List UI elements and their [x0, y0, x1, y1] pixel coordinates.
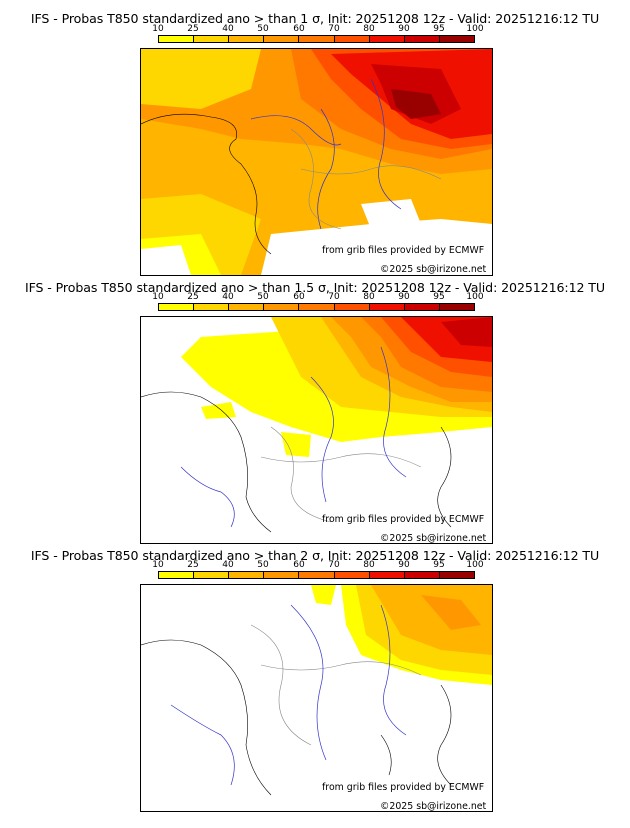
colorbar-swatches — [158, 571, 475, 579]
colorbar-labels: 10 25 40 50 60 70 80 90 95 100 — [152, 24, 483, 35]
colorbar-label: 70 — [328, 292, 340, 302]
panel-title: IFS - Probas T850 standardized ano > tha… — [24, 280, 606, 295]
map-canvas — [141, 49, 492, 275]
map-canvas — [141, 585, 492, 811]
colorbar-label: 90 — [398, 292, 410, 302]
colorbar-label: 50 — [257, 292, 269, 302]
colorbar-swatch — [229, 304, 265, 310]
colorbar-label: 60 — [293, 560, 305, 570]
colorbar-label: 10 — [152, 560, 164, 570]
colorbar-swatch — [369, 572, 405, 578]
colorbar-swatch — [439, 304, 474, 310]
colorbar-swatch — [369, 304, 405, 310]
colorbar-label: 50 — [257, 24, 269, 34]
colorbar-label: 40 — [222, 292, 234, 302]
colorbar-swatch — [264, 36, 300, 42]
colorbar-swatch — [299, 36, 335, 42]
colorbar-label: 10 — [152, 24, 164, 34]
colorbar-swatch — [194, 36, 230, 42]
colorbar-label: 80 — [363, 292, 375, 302]
colorbar-labels: 10 25 40 50 60 70 80 90 95 100 — [152, 292, 483, 303]
colorbar-swatch — [159, 36, 195, 42]
colorbar-label: 25 — [187, 560, 199, 570]
colorbar-label: 80 — [363, 24, 375, 34]
data-source-credit: from grib files provided by ECMWF — [322, 514, 485, 525]
colorbar-labels: 10 25 40 50 60 70 80 90 95 100 — [152, 560, 483, 571]
probability-map — [140, 316, 493, 544]
panel-title: IFS - Probas T850 standardized ano > tha… — [30, 548, 600, 563]
colorbar-label: 40 — [222, 24, 234, 34]
colorbar-swatches — [158, 303, 475, 311]
colorbar-swatch — [194, 572, 230, 578]
colorbar-label: 70 — [328, 560, 340, 570]
colorbar-label: 95 — [433, 560, 445, 570]
colorbar-label: 95 — [433, 24, 445, 34]
colorbar-swatch — [439, 36, 474, 42]
copyright-credit: ©2025 sb@irizone.net — [380, 533, 487, 544]
copyright-credit: ©2025 sb@irizone.net — [380, 264, 487, 275]
colorbar-label: 100 — [466, 560, 484, 570]
panel-title: IFS - Probas T850 standardized ano > tha… — [30, 11, 600, 26]
colorbar-label: 90 — [398, 560, 410, 570]
colorbar-swatch — [299, 304, 335, 310]
colorbar-label: 100 — [466, 292, 484, 302]
colorbar-swatch — [159, 572, 195, 578]
colorbar-swatch — [404, 304, 440, 310]
colorbar-swatch — [264, 572, 300, 578]
colorbar-label: 100 — [466, 24, 484, 34]
colorbar-swatch — [404, 36, 440, 42]
colorbar-label: 80 — [363, 560, 375, 570]
colorbar-swatches — [158, 35, 475, 43]
colorbar-swatch — [334, 36, 370, 42]
colorbar-label: 60 — [293, 292, 305, 302]
map-canvas — [141, 317, 492, 543]
data-source-credit: from grib files provided by ECMWF — [322, 782, 485, 793]
colorbar-swatch — [229, 572, 265, 578]
data-source-credit: from grib files provided by ECMWF — [322, 245, 485, 256]
colorbar-swatch — [299, 572, 335, 578]
panel-1-5sigma: IFS - Probas T850 standardized ano > tha… — [0, 276, 630, 546]
colorbar-label: 25 — [187, 24, 199, 34]
colorbar-swatch — [229, 36, 265, 42]
colorbar-label: 25 — [187, 292, 199, 302]
colorbar-swatch — [334, 572, 370, 578]
colorbar-label: 95 — [433, 292, 445, 302]
probability-map — [140, 584, 493, 812]
colorbar-label: 60 — [293, 24, 305, 34]
colorbar-swatch — [159, 304, 195, 310]
colorbar-swatch — [404, 572, 440, 578]
colorbar-swatch — [334, 304, 370, 310]
copyright-credit: ©2025 sb@irizone.net — [380, 801, 487, 812]
colorbar-swatch — [439, 572, 474, 578]
colorbar-swatch — [264, 304, 300, 310]
colorbar-label: 40 — [222, 560, 234, 570]
colorbar-label: 10 — [152, 292, 164, 302]
colorbar-label: 50 — [257, 560, 269, 570]
panel-1sigma: IFS - Probas T850 standardized ano > tha… — [0, 0, 630, 276]
colorbar-label: 90 — [398, 24, 410, 34]
colorbar-swatch — [194, 304, 230, 310]
colorbar-label: 70 — [328, 24, 340, 34]
colorbar-swatch — [369, 36, 405, 42]
probability-map — [140, 48, 493, 276]
panel-2sigma: IFS - Probas T850 standardized ano > tha… — [0, 546, 630, 828]
